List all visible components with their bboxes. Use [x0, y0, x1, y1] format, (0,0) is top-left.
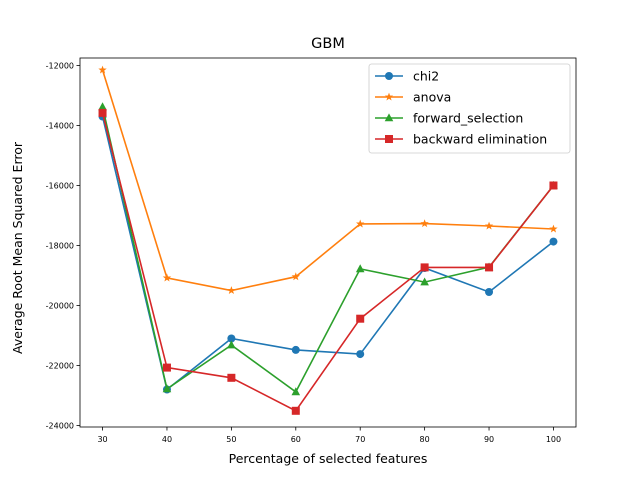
data-point-anova [291, 272, 300, 281]
plot-series [98, 65, 558, 415]
series-anova [98, 65, 558, 295]
data-point-backward-elimination [291, 406, 300, 415]
x-tick-label: 50 [226, 435, 236, 444]
x-tick-label: 90 [484, 435, 494, 444]
data-point-backward-elimination [485, 263, 494, 272]
y-tick-label: -16000 [46, 182, 74, 191]
data-point-anova [484, 221, 494, 230]
series-line-forward-selection [101, 106, 555, 394]
legend-label-backward-elimination: backward elimination [413, 132, 547, 147]
x-tick-label: 60 [291, 435, 301, 444]
data-point-chi2 [356, 350, 365, 359]
x-tick-label: 100 [546, 435, 561, 444]
legend-marker-anova [384, 92, 394, 101]
series-line-backward-elimination [101, 112, 555, 412]
data-point-chi2 [291, 345, 300, 354]
series-line-anova [101, 69, 554, 292]
plot-frame [79, 57, 577, 428]
data-point-forward-selection [227, 340, 236, 349]
x-tick-label: 40 [162, 435, 172, 444]
x-tick-label: 30 [97, 435, 107, 444]
y-tick-label: -22000 [46, 362, 74, 371]
data-point-anova [356, 219, 365, 228]
data-point-anova [420, 219, 429, 228]
series-chi2 [98, 112, 558, 394]
legend-label-forward-selection: forward_selection [413, 111, 523, 126]
y-tick-label: -24000 [46, 422, 74, 431]
data-point-backward-elimination [420, 263, 429, 272]
data-point-anova [227, 286, 236, 295]
data-point-chi2 [227, 334, 236, 343]
legend-marker-forward-selection [384, 113, 394, 122]
data-point-forward-selection [420, 277, 429, 286]
legend-label-anova: anova [413, 90, 451, 105]
data-point-anova [162, 273, 172, 282]
data-point-chi2 [485, 288, 494, 296]
legend: chi2 anova forward_selection backward elimi… [368, 63, 571, 154]
chart-title: GBM [311, 36, 345, 52]
x-axis: 30 40 50 60 70 80 90 100 [97, 427, 561, 444]
data-point-backward-elimination [356, 314, 365, 323]
legend-label-chi2: chi2 [413, 69, 439, 84]
data-point-chi2 [549, 237, 558, 246]
series-backward-elimination [98, 108, 558, 415]
legend-marker-backward-elimination [385, 135, 393, 143]
y-axis-label: Average Root Mean Squared Error [10, 141, 25, 354]
x-tick-label: 80 [420, 435, 430, 444]
y-tick-label: -14000 [46, 122, 74, 131]
data-point-backward-elimination [549, 181, 558, 190]
series-line-chi2 [101, 116, 554, 391]
data-point-backward-elimination [227, 373, 236, 382]
data-point-forward-selection [355, 264, 365, 273]
x-axis-label: Percentage of selected features [229, 451, 428, 466]
y-tick-label: -12000 [46, 62, 74, 71]
legend-marker-chi2 [385, 72, 393, 80]
data-point-forward-selection [291, 387, 301, 396]
data-point-backward-elimination [162, 363, 171, 372]
data-point-forward-selection [98, 102, 107, 111]
x-tick-label: 70 [355, 435, 365, 444]
data-point-backward-elimination [98, 108, 107, 117]
y-tick-label: -20000 [46, 302, 74, 311]
data-point-anova [98, 65, 107, 74]
legend-box [368, 63, 571, 154]
data-point-anova [549, 224, 558, 233]
data-point-forward-selection [162, 384, 172, 393]
y-tick-label: -18000 [46, 242, 74, 251]
y-axis: -24000 -22000 -20000 -18000 -16000 -14000 -120… [46, 62, 80, 431]
